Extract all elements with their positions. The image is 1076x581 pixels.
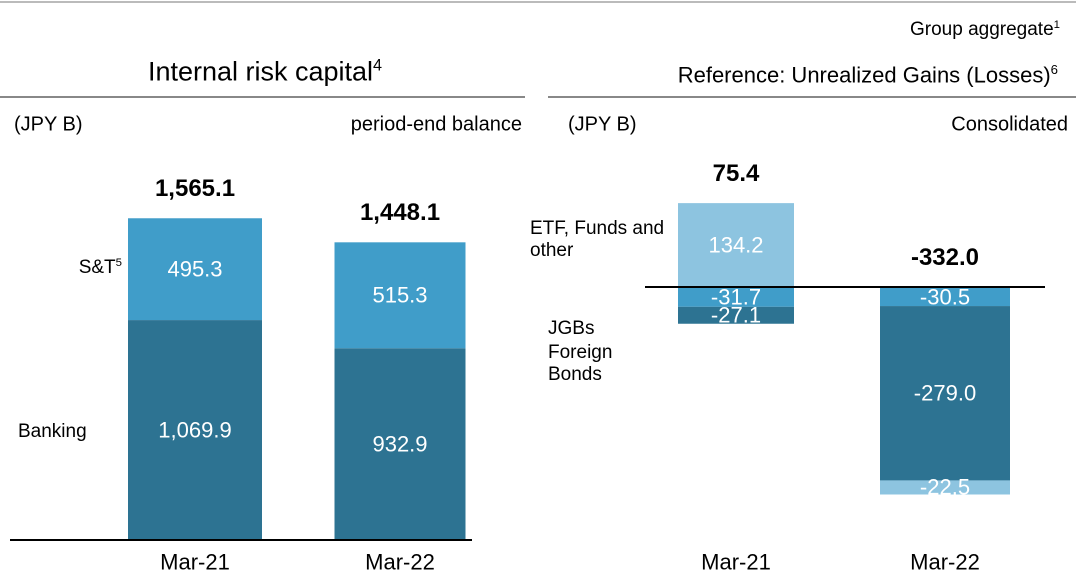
x-tick-label: Mar-21 xyxy=(160,549,230,574)
x-tick-label-text: Mar-21 xyxy=(701,549,771,575)
value-label-text: 1,069.9 xyxy=(158,417,232,443)
series-label: ETF, Funds and other xyxy=(530,218,670,262)
total-label-text: -332.0 xyxy=(910,244,980,272)
subtitle-text: period-end balance xyxy=(350,113,522,136)
bar-segment xyxy=(128,320,262,540)
total-label: 75.4 xyxy=(713,160,760,188)
group-label-text: Group aggregate xyxy=(909,19,1054,41)
footnote-mark: 1 xyxy=(1053,18,1060,31)
bar-segment xyxy=(678,287,794,307)
value-label: 1,069.9 xyxy=(158,417,231,442)
value-label-text: -279.0 xyxy=(913,380,977,406)
bar-segment xyxy=(880,306,1010,481)
bar-segment xyxy=(334,242,466,349)
bar-segment xyxy=(880,287,1010,307)
series-label: Banking xyxy=(18,421,87,443)
value-label-text: 515.3 xyxy=(372,282,428,308)
series-label-text: Banking xyxy=(18,421,87,443)
total-label-text: 1,565.1 xyxy=(154,175,236,203)
bar-segment xyxy=(334,348,466,540)
x-tick-label: Mar-22 xyxy=(910,549,980,574)
bar-segment xyxy=(678,306,794,324)
unit-label-text: (JPY B) xyxy=(568,113,637,136)
x-tick-label: Mar-21 xyxy=(701,549,771,574)
x-tick-label-text: Mar-21 xyxy=(160,549,230,575)
subtitle: Consolidated xyxy=(951,114,1068,137)
unit-label: (JPY B) xyxy=(14,114,83,137)
x-tick-label-text: Mar-22 xyxy=(910,549,980,575)
value-label: -279.0 xyxy=(914,381,976,406)
series-label: Foreign Bonds xyxy=(548,342,648,386)
bar-segment xyxy=(678,203,794,287)
bar-segment xyxy=(128,218,262,321)
value-label: 515.3 xyxy=(372,283,427,308)
value-label: 134.2 xyxy=(708,232,763,257)
value-label: -31.7 xyxy=(711,284,761,309)
value-label-text: -22.5 xyxy=(919,474,971,500)
x-tick-label-text: Mar-22 xyxy=(365,549,435,575)
value-label-text: 932.9 xyxy=(372,431,428,457)
value-label-text: -31.7 xyxy=(710,284,762,310)
unit-label: (JPY B) xyxy=(568,114,637,137)
series-label: JGBs xyxy=(548,318,594,340)
footnote-mark: 5 xyxy=(115,256,122,269)
chart-title-text: Internal risk capital xyxy=(147,56,374,87)
value-label: -22.5 xyxy=(920,475,970,500)
value-label: -27.1 xyxy=(711,303,761,328)
x-tick-label: Mar-22 xyxy=(365,549,435,574)
value-label: 932.9 xyxy=(372,431,427,456)
bar-segment xyxy=(880,480,1010,495)
footnote-mark: 6 xyxy=(1050,62,1058,78)
value-label-text: -30.5 xyxy=(919,283,971,309)
footnote-mark: 4 xyxy=(373,56,383,75)
total-label-text: 1,448.1 xyxy=(359,199,441,227)
subtitle: period-end balance xyxy=(351,114,522,137)
total-label-text: 75.4 xyxy=(712,160,760,188)
subtitle-text: Consolidated xyxy=(951,113,1068,136)
value-label-text: 495.3 xyxy=(167,256,223,282)
series-label-text: S&T xyxy=(78,257,116,279)
total-label: 1,565.1 xyxy=(155,175,235,203)
value-label: 495.3 xyxy=(167,257,222,282)
series-label-text: Foreign Bonds xyxy=(548,342,613,385)
series-label: S&T5 xyxy=(79,257,122,279)
series-label-text: ETF, Funds and other xyxy=(530,218,665,261)
total-label: 1,448.1 xyxy=(360,200,440,228)
chart-title-text: Reference: Unrealized Gains (Losses) xyxy=(677,62,1051,88)
unit-label-text: (JPY B) xyxy=(14,113,83,136)
chart-title: Internal risk capital4 xyxy=(148,56,382,87)
value-label-text: 134.2 xyxy=(708,232,764,258)
value-label-text: -27.1 xyxy=(710,302,762,328)
series-label-text: JGBs xyxy=(548,318,595,339)
value-label: -30.5 xyxy=(920,284,970,309)
total-label: -332.0 xyxy=(911,244,979,272)
group-label: Group aggregate1 xyxy=(910,19,1060,41)
chart-title: Reference: Unrealized Gains (Losses)6 xyxy=(678,62,1058,88)
